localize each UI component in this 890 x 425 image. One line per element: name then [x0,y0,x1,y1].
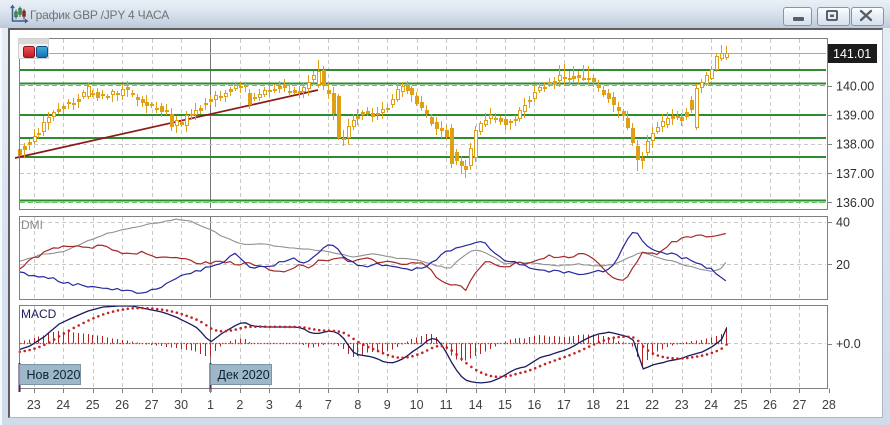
svg-text:138.00: 138.00 [836,138,874,152]
svg-text:17: 17 [557,398,571,412]
svg-text:26: 26 [763,398,777,412]
svg-text:136.00: 136.00 [836,196,874,210]
svg-text:28: 28 [822,398,836,412]
svg-text:DMI: DMI [21,218,43,232]
svg-text:2: 2 [236,398,243,412]
svg-text:21: 21 [616,398,630,412]
svg-text:10: 10 [410,398,424,412]
svg-text:141.01: 141.01 [833,47,871,61]
svg-text:24: 24 [56,398,70,412]
svg-text:Нов 2020: Нов 2020 [27,368,81,382]
svg-text:7: 7 [325,398,332,412]
svg-text:Дек 2020: Дек 2020 [218,368,270,382]
svg-text:22: 22 [645,398,659,412]
svg-text:1: 1 [207,398,214,412]
svg-text:8: 8 [354,398,361,412]
svg-text:23: 23 [27,398,41,412]
svg-text:24: 24 [704,398,718,412]
svg-text:30: 30 [174,398,188,412]
svg-text:137.00: 137.00 [836,167,874,181]
svg-text:40: 40 [836,216,850,230]
svg-text:3: 3 [266,398,273,412]
svg-text:27: 27 [793,398,807,412]
svg-text:25: 25 [734,398,748,412]
svg-text:16: 16 [527,398,541,412]
svg-text:14: 14 [469,398,483,412]
svg-text:23: 23 [675,398,689,412]
svg-text:11: 11 [440,398,453,412]
svg-text:4: 4 [295,398,302,412]
svg-text:27: 27 [145,398,159,412]
svg-text:MACD: MACD [21,307,57,321]
svg-text:20: 20 [836,258,850,272]
svg-text:18: 18 [586,398,600,412]
svg-text:9: 9 [384,398,391,412]
svg-text:15: 15 [498,398,512,412]
svg-text:26: 26 [115,398,129,412]
svg-text:25: 25 [86,398,100,412]
svg-text:+0.0: +0.0 [836,337,861,351]
svg-text:140.00: 140.00 [836,80,874,94]
svg-text:139.00: 139.00 [836,109,874,123]
